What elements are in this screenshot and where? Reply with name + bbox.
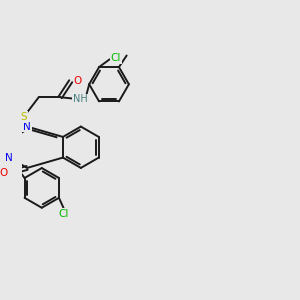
Text: Cl: Cl [110, 53, 121, 63]
Text: S: S [20, 112, 27, 122]
Text: NH: NH [73, 94, 88, 104]
Text: N: N [23, 122, 31, 132]
Text: O: O [74, 76, 82, 86]
Text: O: O [0, 168, 7, 178]
Text: N: N [5, 153, 13, 163]
Text: Cl: Cl [59, 209, 69, 219]
